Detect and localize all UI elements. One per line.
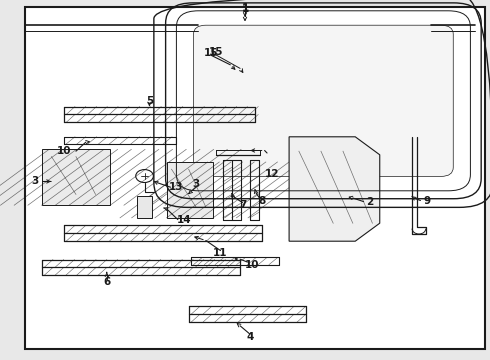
Polygon shape: [289, 137, 380, 241]
Bar: [167, 162, 213, 218]
Text: 13: 13: [169, 182, 184, 192]
Text: 10: 10: [245, 260, 260, 270]
FancyBboxPatch shape: [194, 25, 453, 176]
Text: 3: 3: [32, 176, 39, 186]
Bar: [42, 149, 110, 205]
Text: 1: 1: [242, 3, 248, 13]
Text: 2: 2: [367, 197, 373, 207]
Text: 15: 15: [208, 47, 223, 57]
Text: 3: 3: [193, 179, 199, 189]
Text: 8: 8: [259, 195, 266, 206]
Text: 14: 14: [176, 215, 191, 225]
Text: 7: 7: [239, 200, 246, 210]
Text: 5: 5: [146, 96, 153, 106]
Text: 15: 15: [203, 48, 218, 58]
Text: 1: 1: [242, 4, 248, 14]
Text: 6: 6: [103, 276, 110, 287]
Text: 9: 9: [424, 195, 431, 206]
Text: 4: 4: [246, 332, 254, 342]
Text: 10: 10: [56, 146, 71, 156]
Text: 11: 11: [213, 248, 228, 258]
Text: 12: 12: [265, 168, 279, 179]
Bar: [137, 196, 152, 218]
